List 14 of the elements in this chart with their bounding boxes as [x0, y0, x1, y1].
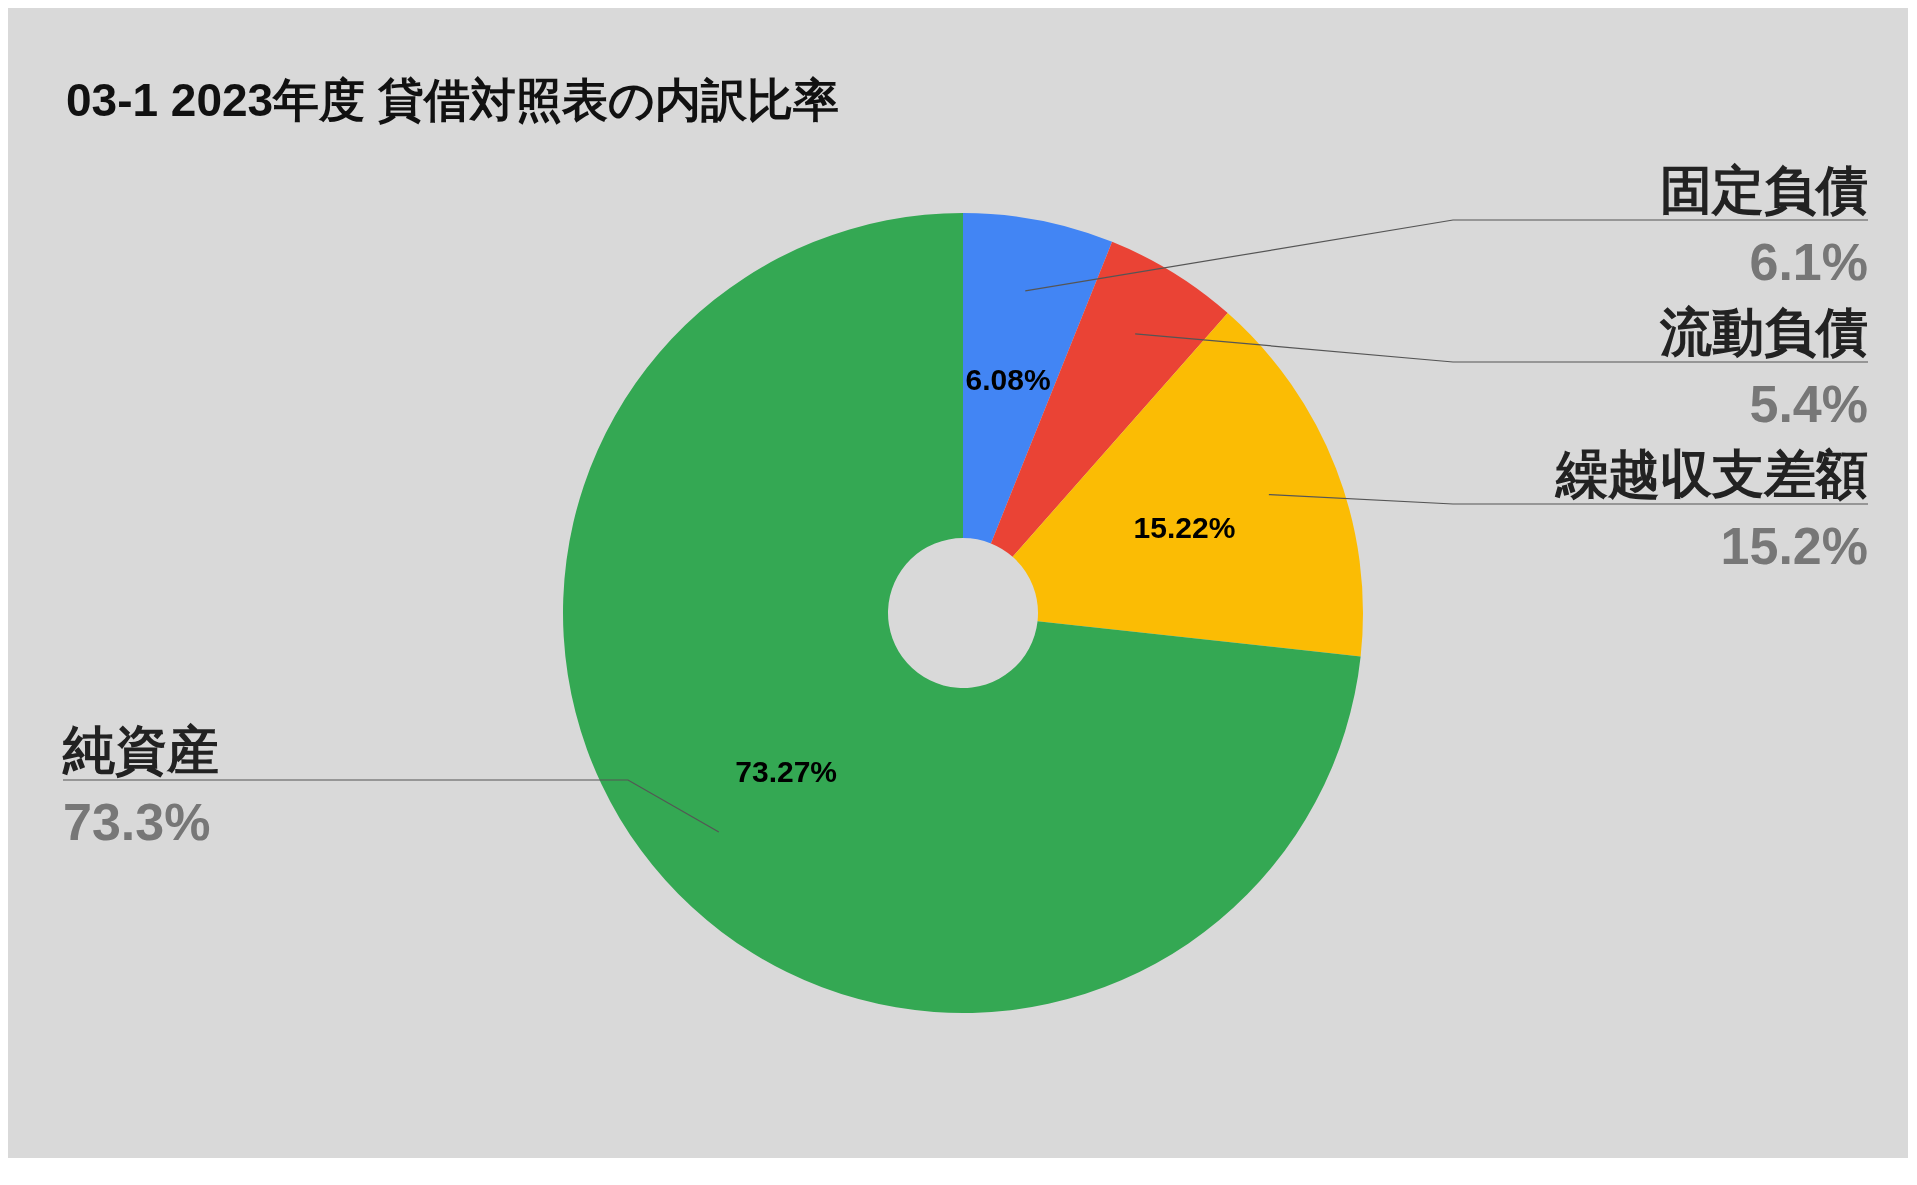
slice-label: 繰越収支差額 — [1554, 445, 1868, 503]
text: 6.1% — [1749, 233, 1868, 291]
slice-label: 固定負債 — [1660, 161, 1868, 219]
data-label: 73.27% — [735, 755, 838, 789]
data-label: 15.22% — [1133, 510, 1236, 544]
text: 5.4% — [1749, 375, 1868, 433]
donut-slice — [563, 213, 1361, 1013]
chart-title: 03-1 2023年度 貸借対照表の内訳比率 — [66, 73, 839, 128]
slice-label: 純資産 — [62, 721, 219, 779]
text: 73.3% — [63, 793, 211, 851]
slice-label: 流動負債 — [1659, 303, 1868, 361]
data-label: 6.08% — [965, 363, 1051, 397]
text: 15.2% — [1720, 517, 1868, 575]
donut-slice — [963, 213, 1113, 544]
